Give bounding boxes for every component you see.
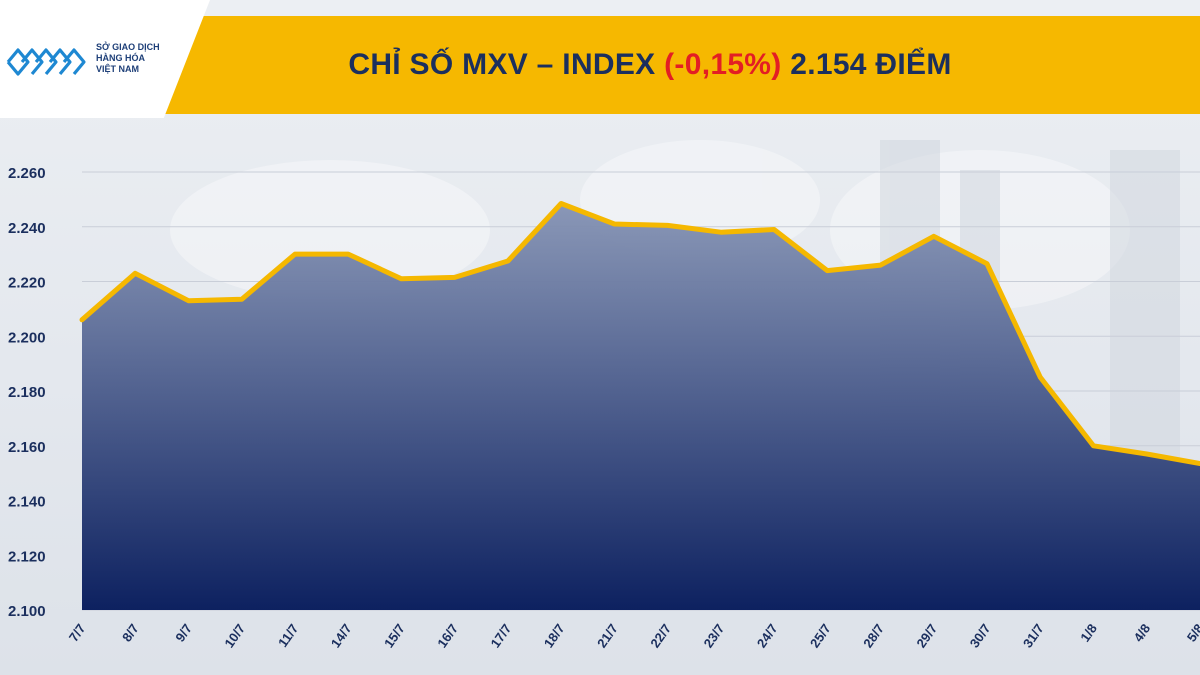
x-tick-label: 29/7 (913, 621, 940, 650)
header-band (70, 16, 1200, 114)
y-tick-label: 2.180 (8, 384, 46, 401)
y-tick-label: 2.140 (8, 494, 46, 511)
title-suffix: 2.154 ĐIỂM (790, 48, 952, 81)
logo-line-3: VIỆT NAM (96, 64, 140, 74)
x-tick-label: 17/7 (488, 621, 515, 650)
x-tick-label: 23/7 (701, 621, 728, 650)
x-tick-label: 9/7 (172, 621, 195, 644)
x-tick-label: 10/7 (221, 621, 248, 650)
y-tick-label: 2.260 (8, 165, 46, 182)
x-tick-label: 31/7 (1020, 621, 1047, 650)
x-tick-label: 8/7 (119, 621, 142, 644)
y-axis-labels: 2.100 2.120 2.140 2.160 2.180 2.200 2.220 2.240… (8, 165, 46, 620)
title-prefix: CHỈ SỐ MXV – INDEX (348, 48, 656, 81)
chart-title: CHỈ SỐ MXV – INDEX (-0,15%) 2.154 ĐIỂM (200, 48, 1100, 82)
y-tick-label: 2.240 (8, 220, 46, 237)
x-tick-label: 22/7 (647, 621, 674, 650)
x-tick-label: 1/8 (1077, 621, 1100, 644)
x-tick-label: 16/7 (434, 621, 461, 650)
logo-line-2: HÀNG HÓA (96, 53, 145, 63)
x-tick-label: 5/8 (1184, 621, 1200, 644)
y-tick-label: 2.220 (8, 275, 46, 292)
x-tick-label: 15/7 (381, 621, 408, 650)
x-tick-label: 7/7 (66, 621, 89, 644)
x-tick-label: 18/7 (541, 621, 568, 650)
logo-text: SỞ GIAO DỊCH HÀNG HÓA VIỆT NAM (96, 42, 186, 75)
x-tick-label: 4/8 (1131, 621, 1154, 644)
x-tick-label: 30/7 (967, 621, 994, 650)
x-tick-label: 25/7 (807, 621, 834, 650)
x-tick-label: 21/7 (594, 621, 621, 650)
mxv-logo-icon (6, 48, 86, 76)
x-axis-labels: 7/7 8/7 9/7 10/7 11/7 14/7 15/7 16/7 17/7 18/7 21/… (66, 621, 1200, 650)
logo-line-1: SỞ GIAO DỊCH (96, 42, 160, 52)
index-line (79, 201, 1200, 466)
x-tick-label: 28/7 (860, 621, 887, 650)
x-tick-label: 24/7 (754, 621, 781, 650)
title-change: (-0,15%) (664, 48, 782, 81)
y-tick-label: 2.120 (8, 548, 46, 565)
x-tick-label: 14/7 (328, 621, 355, 650)
x-tick-label: 11/7 (275, 621, 301, 650)
y-tick-label: 2.160 (8, 439, 46, 456)
y-tick-label: 2.200 (8, 329, 46, 346)
y-tick-label: 2.100 (8, 603, 46, 620)
index-area (82, 203, 1200, 610)
